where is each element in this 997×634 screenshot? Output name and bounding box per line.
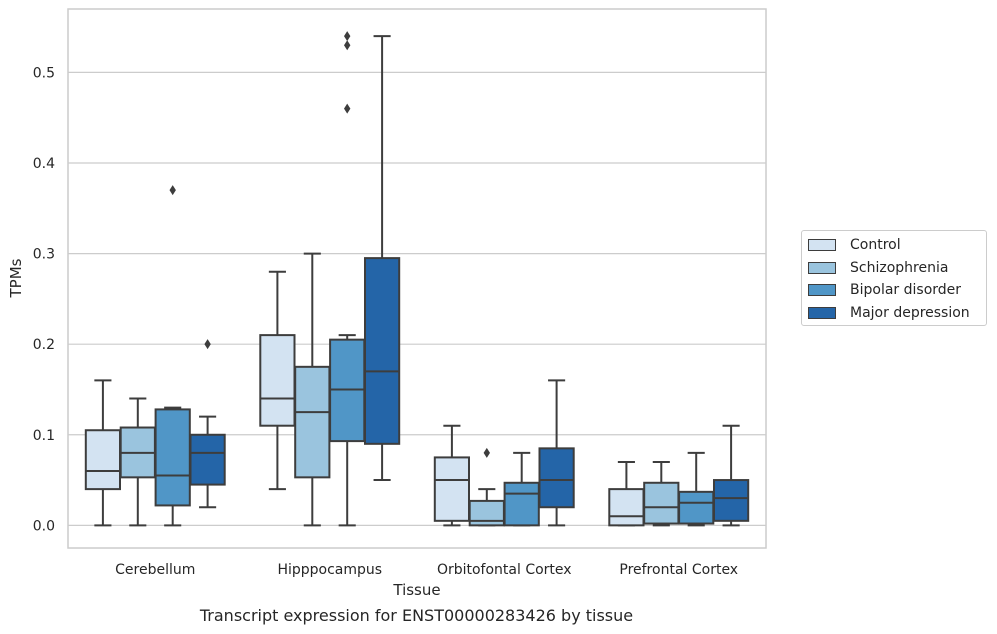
box-bipolar-disorder — [503, 451, 540, 527]
box-bipolar-disorder — [329, 31, 366, 527]
legend-swatch — [808, 261, 836, 274]
y-tick-label: 0.5 — [33, 65, 55, 81]
outlier-point — [204, 339, 211, 350]
legend-label: Major depression — [850, 304, 970, 321]
legend-item: Schizophrenia — [808, 258, 948, 278]
box-schizophrenia — [294, 252, 331, 527]
box-schizophrenia — [468, 447, 505, 527]
outlier-point — [483, 447, 490, 458]
legend-swatch — [808, 239, 836, 251]
legend-label: Schizophrenia — [850, 259, 949, 276]
x-tick-labels: Cerebellum Hipppocampus Orbitofontal Corte… — [115, 562, 738, 578]
box-bipolar-disorder — [154, 185, 191, 527]
plot-area-frame — [67, 8, 767, 549]
box-iqr — [538, 447, 575, 509]
x-tick-label: Prefrontal Cortex — [619, 562, 738, 578]
box-iqr — [643, 481, 680, 525]
legend-item: Control — [808, 235, 901, 255]
legend-item: Bipolar disorder — [808, 280, 961, 300]
legend-swatch — [808, 306, 836, 319]
box-control — [608, 460, 645, 527]
y-tick-label: 0.0 — [33, 518, 55, 534]
y-tick-label: 0.1 — [33, 428, 55, 444]
box-major-depression — [363, 35, 401, 482]
box-layer — [84, 31, 750, 527]
box-control — [259, 270, 296, 491]
x-tick-label: Hipppocampus — [277, 562, 382, 578]
box-iqr — [433, 456, 471, 522]
box-schizophrenia — [119, 397, 156, 527]
legend: Control Schizophrenia Bipolar disorder Majo… — [801, 230, 987, 326]
y-tick-label: 0.2 — [33, 337, 55, 353]
legend-label: Control — [850, 237, 901, 253]
legend-swatch — [808, 284, 836, 296]
x-tick-label: Cerebellum — [115, 562, 195, 578]
box-iqr — [294, 365, 331, 479]
outlier-point — [169, 185, 176, 196]
box-iqr — [608, 488, 645, 527]
box-iqr — [189, 433, 226, 486]
figure-caption: Transcript expression for ENST0000028342… — [199, 606, 634, 625]
box-iqr — [154, 408, 191, 507]
box-major-depression — [712, 424, 750, 527]
box-control — [433, 424, 471, 527]
box-iqr — [503, 481, 540, 527]
legend-item: Major depression — [808, 303, 970, 323]
legend-label: Bipolar disorder — [850, 282, 962, 298]
box-iqr — [363, 257, 401, 445]
x-tick-label: Orbitofontal Cortex — [437, 562, 572, 578]
box-iqr — [678, 490, 715, 525]
box-iqr — [84, 429, 122, 491]
box-schizophrenia — [643, 460, 680, 527]
box-iqr — [259, 334, 296, 427]
x-axis-label: Tissue — [392, 581, 440, 599]
outlier-point — [344, 103, 351, 114]
outlier-point — [344, 40, 351, 51]
box-major-depression — [189, 339, 226, 509]
y-axis-label: TPMs — [7, 258, 25, 298]
y-tick-labels: 0.0 0.1 0.2 0.3 0.4 0.5 — [33, 65, 55, 534]
y-tick-label: 0.4 — [33, 156, 55, 172]
box-bipolar-disorder — [678, 451, 715, 527]
outlier-point — [344, 31, 351, 42]
y-tick-label: 0.3 — [33, 247, 55, 263]
box-major-depression — [538, 379, 575, 527]
box-iqr — [712, 479, 750, 522]
